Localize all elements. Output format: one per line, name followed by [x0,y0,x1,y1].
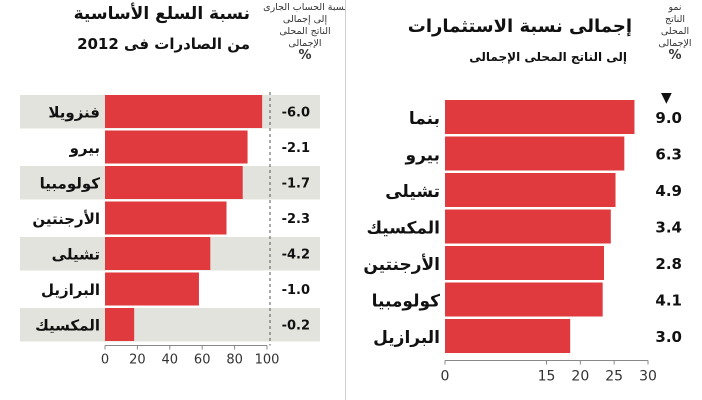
category-label: فنزويلا [48,104,100,122]
category-label: الأرجنتين [363,254,440,275]
side-value-label: -6.0 [282,106,310,121]
category-label: بيرو [69,139,100,157]
left-chart-title: نسبة السلع الأساسية [73,4,250,24]
right-side-header-line: المحلى [660,26,690,37]
category-label: كولومبيا [372,292,440,312]
right-chart-subtitle: إلى الناتج المحلى الإجمالى [469,50,627,64]
category-label: بيرو [405,146,440,166]
category-label: بنما [409,109,440,129]
x-tick-label: 40 [162,353,179,368]
left-chart-subtitle: من الصادرات فى 2012 [77,35,250,53]
side-value-label: -4.2 [282,248,310,263]
left-side-header-line: إلى إجمالى [282,14,328,25]
row-band [20,308,320,342]
side-value-label: 3.4 [655,219,682,237]
category-label: المكسيك [35,317,100,335]
left-side-header: نسبة الحساب الجارى إلى إجمالى الناتج الم… [250,2,360,62]
right-side-header-unit: % [668,48,682,63]
x-tick-label: 15 [538,369,556,385]
side-value-label: 4.1 [655,292,682,310]
left-side-header-line: الإجمالى [288,38,322,49]
left-chart-panel: نسبة السلع الأساسية من الصادرات فى 2012 … [0,0,347,400]
side-value-label: -2.3 [282,212,310,227]
bar [105,272,199,306]
bar [445,173,616,207]
bar [105,95,263,128]
left-side-header-line: الناتج المحلى [279,26,331,37]
left-side-header-unit: % [298,48,312,63]
bar [445,282,603,317]
x-tick-label: 0 [101,353,109,368]
bar [105,237,211,270]
category-label: تشيلى [52,246,100,264]
category-label: الأرجنتين [32,210,100,228]
category-label: البرازيل [373,328,440,348]
right-side-header-line: الناتج [664,14,686,25]
bar [105,201,227,235]
category-label: تشيلى [385,182,440,202]
category-label: كولومبيا [40,175,101,193]
x-tick-label: 25 [605,369,623,385]
bar [445,100,635,134]
x-tick-label: 0 [441,369,450,385]
category-label: البرازيل [41,281,100,299]
panel-divider [345,0,346,400]
x-tick-label: 60 [194,353,211,368]
x-tick-label: 20 [571,369,589,385]
right-chart-title: إجمالى نسبة الاستثمارات [407,16,632,37]
side-value-label: 6.3 [655,146,682,164]
side-value-label: -2.1 [282,141,310,156]
side-value-label: 9.0 [655,109,682,127]
right-chart-panel: إجمالى نسبة الاستثمارات إلى الناتج المحل… [350,0,702,400]
right-bar-chart: بنما 9.0 بيرو 6.3 تشيلى 4.9 المكسيك 3.4 الأرجنتي… [363,100,682,385]
bar [445,246,605,280]
left-bar-chart: فنزويلا -6.0 بيرو -2.1 كولومبيا -1.7 الأرجنتين… [20,92,320,368]
bar [105,166,243,199]
x-tick-label: 30 [639,369,657,385]
right-side-header-line: نمو [668,2,682,13]
side-value-label: -1.0 [282,283,310,298]
x-tick-label: 100 [255,353,280,368]
bar [445,136,625,171]
side-value-label: 2.8 [655,255,682,273]
bar [445,319,571,353]
right-side-header-line: الإجمالى [658,38,692,49]
side-value-label: 4.9 [655,182,682,200]
bar [105,130,248,164]
category-label: المكسيك [366,219,440,239]
side-value-label: -1.7 [282,177,310,192]
sort-arrow-icon: ▼ [661,90,672,106]
bar [445,209,611,244]
left-side-header-line: نسبة الحساب الجارى [263,2,347,13]
x-tick-label: 20 [129,353,146,368]
side-value-label: 3.0 [655,328,682,346]
side-value-label: -0.2 [282,319,310,334]
right-side-header: نمو الناتج المحلى الإجمالى % [650,2,700,62]
bar [105,308,135,341]
x-tick-label: 80 [226,353,243,368]
